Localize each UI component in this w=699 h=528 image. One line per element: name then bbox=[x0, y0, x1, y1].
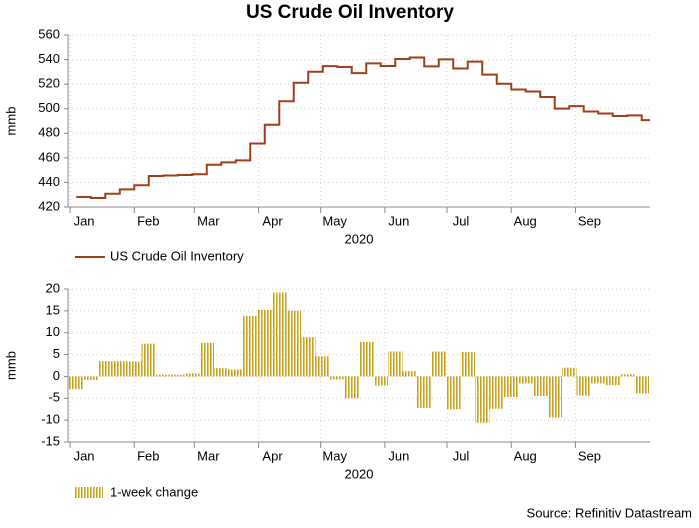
bar bbox=[359, 341, 374, 377]
x-tick-label: Feb bbox=[137, 448, 159, 463]
bar bbox=[185, 373, 200, 377]
y-tick-label: 560 bbox=[38, 26, 60, 41]
bar bbox=[83, 376, 99, 380]
y-tick-label: -5 bbox=[48, 390, 60, 405]
bar bbox=[156, 374, 171, 377]
bar bbox=[69, 376, 84, 390]
bar bbox=[474, 376, 490, 423]
y-axis-label: mmb bbox=[3, 351, 18, 380]
bar bbox=[127, 361, 142, 377]
y-tick-label: 540 bbox=[38, 51, 60, 66]
bar bbox=[619, 374, 635, 377]
y-tick-label: 15 bbox=[46, 302, 60, 317]
bar bbox=[141, 343, 157, 377]
bar bbox=[561, 367, 577, 377]
x-tick-label: Apr bbox=[262, 448, 283, 463]
bar bbox=[286, 310, 302, 377]
x-tick-label: Mar bbox=[197, 448, 220, 463]
y-axis-label: mmb bbox=[3, 107, 18, 136]
bar bbox=[634, 376, 649, 394]
bar bbox=[402, 371, 417, 377]
y-tick-label: 520 bbox=[38, 76, 60, 91]
legend-swatch bbox=[75, 487, 103, 498]
x-tick-label: Sep bbox=[578, 213, 601, 228]
bar bbox=[330, 376, 345, 380]
bar bbox=[518, 376, 533, 384]
bar bbox=[98, 361, 113, 377]
bar bbox=[344, 376, 359, 399]
x-tick-label: Jan bbox=[74, 448, 95, 463]
y-tick-label: 0 bbox=[53, 368, 60, 383]
bar bbox=[503, 376, 519, 397]
y-tick-label: 420 bbox=[38, 198, 60, 213]
bar bbox=[228, 369, 244, 377]
x-tick-label: Jun bbox=[388, 213, 409, 228]
x-tick-label: Jun bbox=[388, 448, 409, 463]
data-line bbox=[76, 56, 650, 200]
bar bbox=[199, 342, 215, 377]
bar bbox=[214, 368, 229, 377]
bar bbox=[243, 316, 258, 377]
x-tick-label: Apr bbox=[262, 213, 283, 228]
x-tick-label: May bbox=[322, 213, 347, 228]
bar bbox=[315, 356, 331, 377]
bar bbox=[387, 351, 403, 377]
x-axis-label: 2020 bbox=[345, 231, 374, 246]
y-tick-label: 460 bbox=[38, 149, 60, 164]
bar bbox=[272, 292, 287, 377]
bar bbox=[576, 376, 591, 396]
legend-label: US Crude Oil Inventory bbox=[110, 248, 244, 263]
bar bbox=[416, 376, 432, 408]
x-tick-label: Aug bbox=[514, 213, 537, 228]
source-note: Source: Refinitiv Datastream bbox=[527, 505, 692, 520]
bar bbox=[431, 351, 446, 377]
y-tick-label: 10 bbox=[46, 324, 60, 339]
bar bbox=[112, 361, 128, 377]
bar bbox=[489, 376, 504, 409]
x-tick-label: Jan bbox=[74, 213, 95, 228]
chart-title: US Crude Oil Inventory bbox=[246, 2, 454, 23]
x-axis-label: 2020 bbox=[345, 466, 374, 481]
x-tick-label: May bbox=[322, 448, 347, 463]
bar bbox=[532, 376, 548, 397]
y-tick-label: -10 bbox=[41, 412, 60, 427]
y-tick-label: 20 bbox=[46, 280, 60, 295]
x-tick-label: Feb bbox=[137, 213, 159, 228]
x-tick-label: Jul bbox=[453, 213, 470, 228]
bar bbox=[445, 376, 461, 410]
bar bbox=[605, 376, 620, 386]
bar bbox=[373, 376, 388, 386]
y-tick-label: -15 bbox=[41, 433, 60, 448]
x-tick-label: Sep bbox=[578, 448, 601, 463]
y-tick-label: 500 bbox=[38, 100, 60, 115]
legend-label: 1-week change bbox=[110, 484, 198, 499]
bar bbox=[170, 374, 186, 377]
x-tick-label: Mar bbox=[197, 213, 220, 228]
bar bbox=[460, 351, 475, 377]
x-tick-label: Aug bbox=[514, 448, 537, 463]
bar bbox=[301, 337, 316, 377]
y-tick-label: 480 bbox=[38, 125, 60, 140]
bar bbox=[590, 376, 606, 384]
bar bbox=[547, 376, 562, 418]
y-tick-label: 5 bbox=[53, 346, 60, 361]
bar bbox=[257, 309, 273, 377]
x-tick-label: Jul bbox=[453, 448, 470, 463]
y-tick-label: 440 bbox=[38, 174, 60, 189]
